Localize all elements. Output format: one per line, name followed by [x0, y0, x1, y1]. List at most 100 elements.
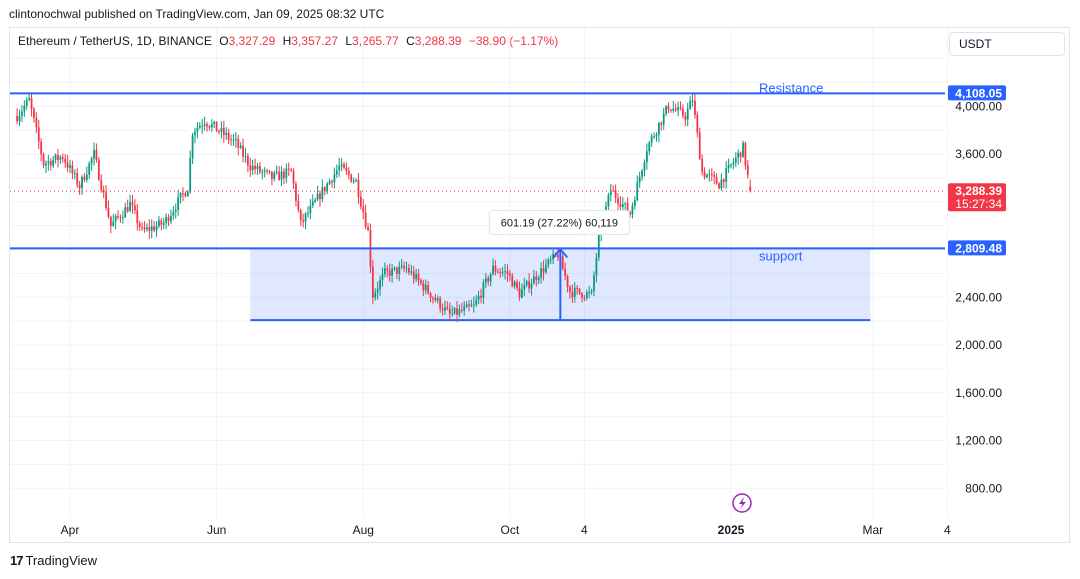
candle-body[interactable]: [460, 309, 463, 311]
candle-body[interactable]: [742, 142, 744, 157]
candle-body[interactable]: [100, 179, 103, 191]
candle-body[interactable]: [641, 170, 643, 177]
candle-body[interactable]: [184, 193, 187, 196]
candle-body[interactable]: [42, 154, 45, 166]
candle-body[interactable]: [45, 163, 47, 166]
candle-body[interactable]: [160, 220, 163, 225]
candle-body[interactable]: [718, 183, 720, 189]
candle-body[interactable]: [545, 264, 547, 273]
candle-body[interactable]: [376, 288, 379, 293]
candle-body[interactable]: [117, 215, 119, 217]
candle-body[interactable]: [239, 145, 242, 148]
candle-body[interactable]: [444, 307, 446, 311]
candle-body[interactable]: [451, 313, 454, 315]
candle-body[interactable]: [244, 155, 247, 157]
candle-body[interactable]: [206, 124, 208, 127]
candle-body[interactable]: [371, 266, 374, 298]
candle-body[interactable]: [422, 283, 425, 291]
candle-body[interactable]: [76, 172, 79, 185]
candle-body[interactable]: [297, 200, 300, 210]
candle-body[interactable]: [182, 193, 184, 195]
candle-body[interactable]: [386, 268, 389, 271]
candle-body[interactable]: [648, 142, 651, 152]
candle-body[interactable]: [715, 176, 718, 184]
candle-body[interactable]: [499, 272, 502, 274]
candle-body[interactable]: [420, 280, 422, 284]
price-badge[interactable]: [948, 85, 1006, 101]
candle-body[interactable]: [585, 292, 588, 298]
candle-body[interactable]: [287, 168, 290, 170]
candle-body[interactable]: [533, 276, 535, 284]
candle-body[interactable]: [162, 223, 165, 225]
price-axis[interactable]: 800.00 1,200.00 1,600.00 2,000.00 2,400.00 3,…: [948, 85, 1006, 495]
candle-body[interactable]: [198, 125, 201, 128]
candle-body[interactable]: [109, 216, 112, 226]
candle-body[interactable]: [350, 174, 353, 182]
candle-body[interactable]: [143, 227, 146, 230]
candle-body[interactable]: [364, 212, 367, 227]
candle-body[interactable]: [638, 176, 641, 183]
candle-body[interactable]: [614, 190, 617, 198]
candle-body[interactable]: [33, 108, 35, 119]
candle-body[interactable]: [292, 170, 295, 184]
candle-body[interactable]: [69, 165, 71, 168]
candle-body[interactable]: [311, 201, 314, 206]
time-axis[interactable]: Apr Jun Aug Oct 4 2025 Mar 4: [61, 523, 951, 537]
symbol-name[interactable]: Ethereum / TetherUS, 1D, BINANCE: [18, 34, 212, 48]
candle-body[interactable]: [352, 180, 355, 182]
candle-body[interactable]: [732, 162, 735, 165]
candle-body[interactable]: [25, 99, 28, 107]
candle-body[interactable]: [266, 170, 268, 172]
candle-body[interactable]: [102, 190, 105, 193]
candle-body[interactable]: [713, 174, 716, 177]
candle-body[interactable]: [304, 213, 307, 222]
candle-body[interactable]: [234, 139, 237, 141]
candle-body[interactable]: [263, 170, 266, 172]
candle-body[interactable]: [138, 223, 141, 228]
candle-body[interactable]: [609, 190, 612, 196]
candle-body[interactable]: [249, 165, 252, 171]
candle-body[interactable]: [475, 300, 478, 305]
candle-body[interactable]: [624, 203, 627, 205]
candle-body[interactable]: [395, 267, 398, 274]
candle-body[interactable]: [513, 281, 516, 287]
candle-body[interactable]: [597, 233, 600, 258]
candle-body[interactable]: [88, 163, 91, 175]
candle-body[interactable]: [617, 197, 619, 204]
candle-body[interactable]: [30, 98, 33, 109]
candle-body[interactable]: [698, 132, 701, 159]
price-badge[interactable]: [948, 183, 1006, 212]
candle-body[interactable]: [523, 285, 526, 290]
candle-body[interactable]: [595, 257, 598, 276]
candle-body[interactable]: [573, 287, 576, 297]
currency-selector[interactable]: USDT: [949, 32, 1065, 56]
candle-body[interactable]: [155, 226, 158, 231]
candle-body[interactable]: [119, 216, 122, 218]
candle-body[interactable]: [194, 131, 196, 136]
candle-body[interactable]: [520, 289, 523, 298]
candle-body[interactable]: [665, 106, 668, 114]
candle-body[interactable]: [694, 100, 696, 115]
candle-body[interactable]: [37, 127, 40, 142]
candle-body[interactable]: [359, 196, 362, 207]
candle-body[interactable]: [633, 200, 636, 206]
candle-body[interactable]: [506, 271, 509, 274]
candle-body[interactable]: [689, 100, 692, 109]
candle-body[interactable]: [684, 115, 687, 120]
candle-body[interactable]: [439, 298, 442, 309]
candle-body[interactable]: [542, 268, 545, 273]
candle-body[interactable]: [16, 115, 19, 122]
candle-body[interactable]: [141, 227, 144, 229]
candle-body[interactable]: [177, 197, 180, 210]
candle-body[interactable]: [64, 158, 67, 163]
candle-body[interactable]: [268, 171, 271, 173]
candle-body[interactable]: [280, 171, 283, 180]
candle-body[interactable]: [494, 265, 497, 272]
candle-body[interactable]: [525, 281, 528, 286]
candle-body[interactable]: [480, 295, 482, 298]
candle-body[interactable]: [436, 298, 439, 301]
candle-body[interactable]: [653, 136, 655, 138]
candle-body[interactable]: [417, 274, 420, 281]
candle-body[interactable]: [463, 306, 466, 311]
candle-body[interactable]: [749, 186, 752, 192]
